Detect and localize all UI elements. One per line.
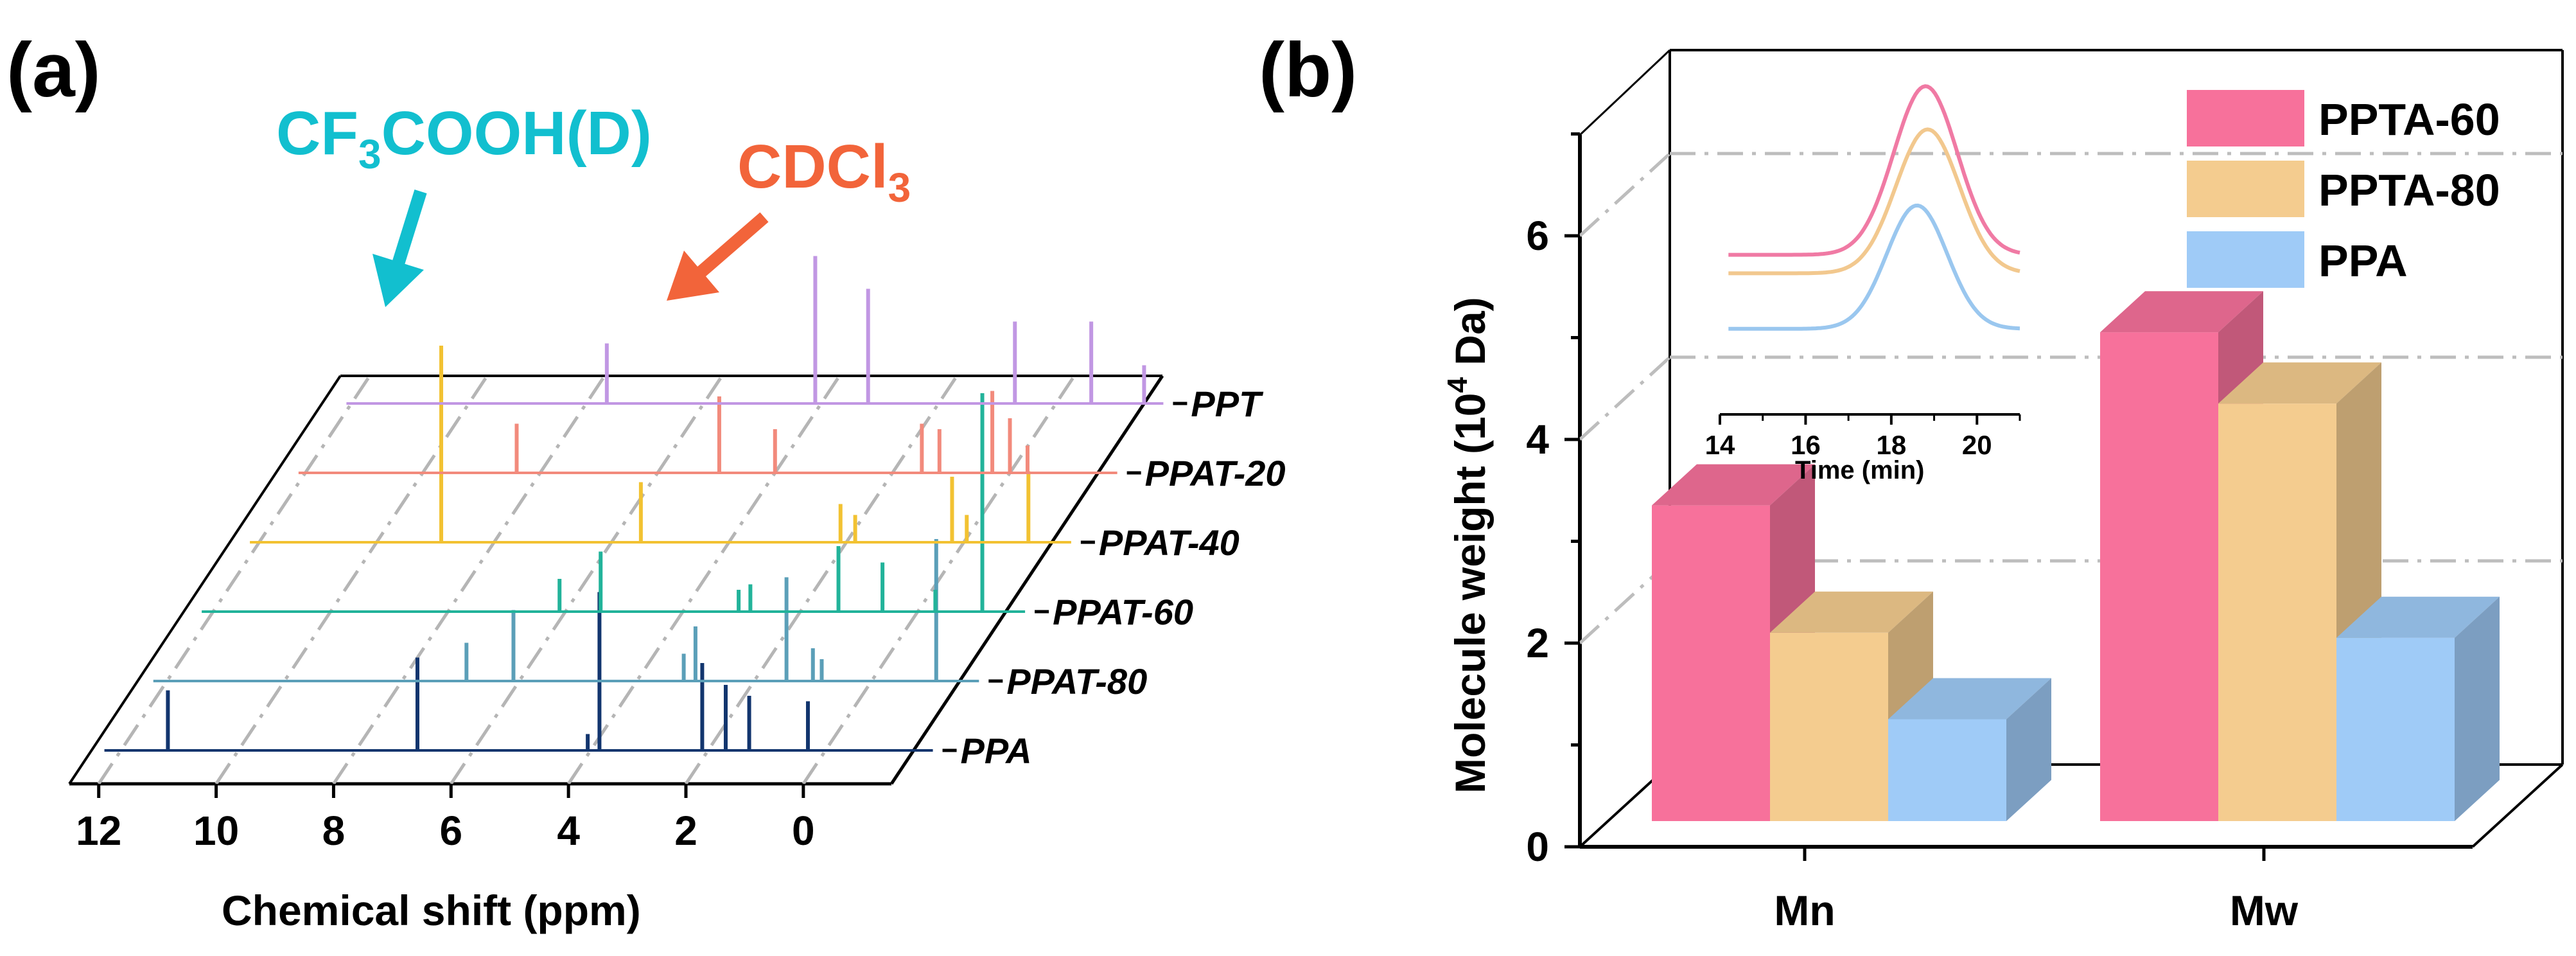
- bar-front-Mn-PPTA-60: [1652, 505, 1770, 821]
- gridline-6: [802, 375, 1076, 785]
- series-label-PPAT-80: PPAT-80: [1006, 661, 1147, 702]
- gridline-2: [332, 375, 606, 785]
- panel-b-inset: 14 16 18 20 Time (min): [1705, 84, 2021, 484]
- inset-x-ticks: 14 16 18 20: [1705, 414, 2021, 460]
- inset-curve-PPTA-80: [1728, 127, 2020, 276]
- legend-label-PPA: PPA: [2318, 236, 2408, 286]
- cf3cooh-suffix: COOH(D): [381, 99, 652, 168]
- bar-Mw-PPA: [2336, 596, 2500, 821]
- x-tick-label-5: 2: [674, 808, 697, 854]
- bar-top-Mn-PPA: [1888, 678, 2051, 720]
- y-tick-label-0: 0: [1526, 824, 1549, 870]
- series-label-PPT: PPT: [1191, 384, 1264, 424]
- floor-right: [2471, 763, 2564, 848]
- spectrum-PPAT-60: PPAT-60: [202, 393, 1193, 632]
- panel-a-frame: [68, 375, 1164, 786]
- bar-side-Mw-PPA: [2455, 596, 2500, 821]
- bar-front-Mn-PPA: [1888, 719, 2006, 821]
- panel-a-x-axis-title: Chemical shift (ppm): [222, 887, 641, 934]
- legend-label-PPTA-60: PPTA-60: [2318, 94, 2500, 145]
- legend-swatch-PPTA-60: [2187, 90, 2304, 146]
- cdcl3-arrow-icon: [667, 212, 769, 301]
- x-tick-label-3: 6: [439, 808, 462, 854]
- series-label-PPAT-40: PPAT-40: [1099, 522, 1240, 563]
- cf3cooh-subscript: 3: [358, 131, 381, 177]
- inset-tick-label-0: 14: [1705, 430, 1735, 460]
- cdcl3-annotation: CDCl3: [737, 132, 911, 211]
- panel-b-y-ticks: 0 2 4 6: [1526, 132, 1580, 870]
- bar-top-Mw-PPTA-80: [2218, 362, 2381, 404]
- bar-top-Mn-PPTA-60: [1652, 464, 1815, 506]
- cf3cooh-prefix: CF: [276, 99, 358, 168]
- inset-tick-label-1: 16: [1791, 430, 1821, 460]
- bar-front-Mw-PPTA-80: [2218, 403, 2336, 821]
- inset-x-axis-title: Time (min): [1795, 456, 1925, 484]
- cf3cooh-arrow-icon: [372, 190, 427, 307]
- grid-diag-2: [1579, 152, 1671, 237]
- panel-a-gridlines: [97, 375, 1076, 785]
- x-tick-label-0: 12: [76, 808, 121, 854]
- bar-Mn-PPA: [1888, 678, 2051, 821]
- panel-a-series: PPA PPAT-80 PPAT-60 PPAT-40 PPAT-20 PPT: [104, 256, 1286, 771]
- bar-top-Mw-PPA: [2336, 596, 2500, 638]
- series-label-PPAT-20: PPAT-20: [1145, 453, 1286, 493]
- grid-diag-1: [1579, 356, 1671, 441]
- right-edge: [889, 375, 1164, 785]
- legend-label-PPTA-80: PPTA-80: [2318, 165, 2500, 215]
- ylabel-superscript: 4: [1442, 377, 1473, 393]
- bar-front-Mw-PPA: [2336, 637, 2455, 821]
- panel-b-bars: [1652, 291, 2500, 821]
- ylabel-suffix: Da): [1446, 297, 1494, 377]
- bar-front-Mw-PPTA-60: [2100, 332, 2218, 821]
- bar-top-Mn-PPTA-80: [1770, 591, 1933, 633]
- legend-swatch-PPA: [2187, 231, 2304, 288]
- bar-top-Mw-PPTA-60: [2100, 291, 2263, 333]
- series-label-PPAT-60: PPAT-60: [1053, 592, 1193, 632]
- x-tick-label-4: 4: [557, 808, 580, 854]
- spectrum-PPT: PPT: [346, 256, 1264, 424]
- series-label-PPA: PPA: [961, 730, 1032, 771]
- y-tick-label-1: 2: [1526, 620, 1549, 666]
- bar-front-Mn-PPTA-80: [1770, 632, 1888, 821]
- y-tick-label-3: 6: [1526, 213, 1549, 259]
- panel-b-y-axis-title: Molecule weight (104 Da): [1442, 297, 1494, 793]
- x-tick-label-6: 0: [792, 808, 815, 854]
- gridline-1: [215, 375, 489, 785]
- left-edge: [68, 375, 342, 785]
- panel-b-label: (b): [1259, 27, 1357, 113]
- inset-tick-label-3: 20: [1962, 430, 1992, 460]
- cf3cooh-annotation: CF3COOH(D): [276, 99, 652, 177]
- spectrum-PPA: PPA: [104, 592, 1032, 771]
- inset-curve-PPA: [1728, 203, 2020, 331]
- panel-a-label: (a): [6, 27, 101, 113]
- gridline-4: [567, 375, 841, 785]
- spectrum-PPAT-80: PPAT-80: [153, 539, 1147, 702]
- ylabel-prefix: Molecule weight (10: [1446, 393, 1494, 793]
- gridline-0: [97, 375, 371, 785]
- y-tick-label-2: 4: [1526, 416, 1549, 463]
- cdcl3-prefix: CDCl: [737, 132, 888, 201]
- bar-side-Mn-PPA: [2006, 678, 2051, 821]
- cdcl3-subscript: 3: [888, 164, 911, 211]
- x-tick-label-1: 10: [193, 808, 239, 854]
- inset-curve-PPTA-60: [1728, 84, 2020, 257]
- inset-tick-label-2: 18: [1876, 430, 1906, 460]
- category-label-Mn: Mn: [1774, 887, 1835, 934]
- panel-b-legend: PPTA-60 PPTA-80 PPA: [2187, 90, 2500, 288]
- y-axis-top-link: [1579, 49, 1671, 136]
- gridline-5: [684, 375, 959, 785]
- spectrum-PPAT-40: PPAT-40: [250, 346, 1240, 563]
- category-label-Mw: Mw: [2230, 887, 2299, 934]
- gridline-3: [450, 375, 724, 785]
- spectrum-PPAT-20: PPAT-20: [298, 391, 1286, 493]
- legend-swatch-PPTA-80: [2187, 161, 2304, 217]
- x-tick-label-2: 8: [322, 808, 346, 854]
- panel-b-categories: Mn Mw: [1774, 847, 2299, 934]
- panel-a-x-ticks: 12 10 8 6 4 2 0: [76, 784, 815, 854]
- inset-curves: [1728, 84, 2020, 331]
